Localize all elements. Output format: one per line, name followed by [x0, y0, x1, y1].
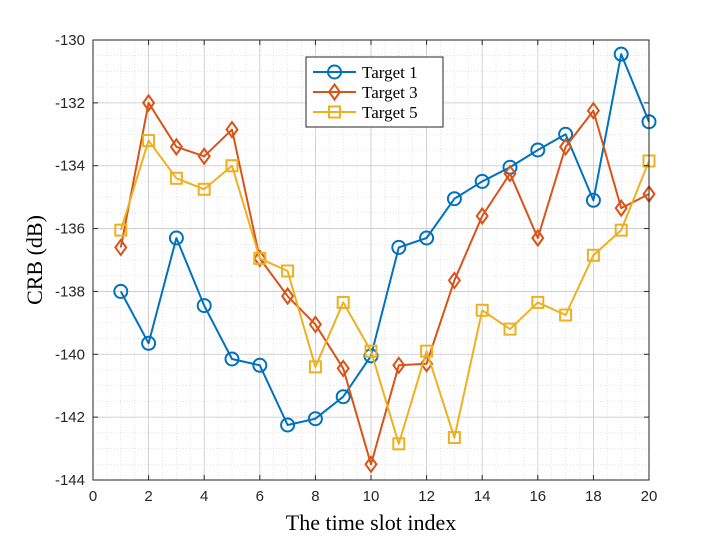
series-layer — [113, 46, 657, 474]
data-point-target-3 — [614, 198, 628, 218]
data-point-target-1 — [585, 192, 601, 208]
data-point-target-3 — [169, 137, 184, 157]
legend-marker-target-5 — [328, 105, 341, 119]
data-point-target-1 — [613, 46, 629, 62]
series-target-1 — [113, 46, 657, 433]
data-point-target-1 — [446, 191, 462, 207]
data-point-target-5 — [392, 437, 406, 451]
data-point-target-1 — [113, 283, 129, 299]
data-point-target-3 — [308, 315, 323, 334]
series-target-5 — [114, 134, 656, 451]
data-point-target-5 — [142, 134, 156, 148]
x-tick-label: 16 — [529, 488, 546, 505]
x-tick-label: 12 — [418, 488, 435, 505]
x-tick-label: 18 — [585, 488, 602, 505]
y-tick-label: -144 — [55, 472, 85, 489]
data-point-target-3 — [197, 147, 211, 166]
data-point-target-3 — [503, 164, 517, 183]
x-tick-label: 14 — [474, 488, 491, 505]
data-point-target-3 — [392, 356, 406, 375]
x-tick-label: 6 — [256, 488, 264, 505]
ticks-layer: 0 2 4 6 8 10 12 14 16 18 20 -144 -142 -140 -138 -136 -13… — [55, 32, 657, 505]
y-axis-label: CRB (dB) — [22, 215, 47, 305]
data-point-target-3 — [586, 101, 601, 120]
data-point-target-3 — [558, 137, 573, 157]
data-point-target-1 — [391, 239, 407, 255]
data-point-target-3 — [336, 359, 350, 378]
data-point-target-3 — [253, 249, 267, 268]
data-point-target-5 — [364, 344, 378, 358]
x-tick-label: 2 — [144, 488, 152, 505]
y-tick-label: -130 — [55, 32, 85, 49]
y-tick-label: -142 — [55, 409, 85, 426]
data-point-target-1 — [252, 357, 268, 373]
data-point-target-5 — [559, 308, 573, 322]
data-point-target-3 — [280, 286, 295, 306]
data-point-target-5 — [420, 344, 434, 358]
data-point-target-1 — [307, 411, 323, 427]
y-tick-label: -136 — [55, 221, 85, 238]
legend-marker-target-1 — [327, 64, 342, 80]
data-point-target-5 — [308, 360, 322, 374]
data-point-target-3 — [475, 206, 489, 226]
y-tick-label: -134 — [55, 158, 85, 175]
y-tick-label: -140 — [55, 346, 85, 363]
series-line-target-1 — [119, 53, 650, 426]
data-point-target-1 — [280, 417, 296, 433]
data-point-target-1 — [474, 173, 490, 189]
data-point-target-5 — [197, 182, 211, 196]
series-line-target-3 — [119, 101, 650, 466]
data-point-target-5 — [336, 295, 350, 309]
data-point-target-5 — [503, 322, 517, 336]
x-axis-label: The time slot index — [286, 510, 456, 535]
data-point-target-3 — [225, 120, 239, 139]
legend-entry-target-3: Target 3 — [313, 82, 418, 102]
data-point-target-3 — [447, 271, 462, 290]
data-point-target-3 — [114, 238, 128, 257]
data-point-target-3 — [364, 455, 378, 474]
data-point-target-5 — [614, 223, 628, 237]
data-point-target-1 — [168, 230, 184, 246]
x-tick-label: 4 — [200, 488, 208, 505]
legend-entry-target-5: Target 5 — [313, 103, 418, 122]
y-tick-label: -132 — [55, 95, 85, 112]
x-tick-label: 0 — [89, 488, 97, 505]
x-tick-label: 8 — [311, 488, 319, 505]
legend-marker-target-3 — [327, 82, 342, 102]
y-tick-label: -138 — [55, 283, 85, 300]
data-point-target-1 — [419, 230, 435, 246]
data-point-target-5 — [253, 251, 267, 265]
data-point-target-1 — [335, 389, 351, 405]
data-point-target-5 — [586, 248, 600, 262]
data-point-target-3 — [531, 228, 545, 248]
data-point-target-5 — [281, 264, 295, 278]
data-point-target-3 — [141, 93, 156, 113]
data-point-target-5 — [169, 171, 183, 185]
legend-entry-target-1: Target 1 — [313, 63, 418, 82]
data-point-target-1 — [530, 142, 546, 158]
data-point-target-5 — [114, 223, 128, 237]
x-tick-label: 10 — [363, 488, 380, 505]
data-point-target-5 — [225, 159, 239, 173]
data-point-target-1 — [224, 351, 240, 367]
legend-label-target-3: Target 3 — [362, 83, 418, 102]
data-point-target-5 — [475, 303, 489, 317]
legend-label-target-5: Target 5 — [362, 103, 418, 122]
data-point-target-1 — [141, 335, 157, 351]
legend-label-target-1: Target 1 — [362, 63, 418, 82]
x-tick-label: 20 — [641, 488, 658, 505]
data-point-target-1 — [196, 298, 212, 314]
data-point-target-5 — [531, 295, 545, 309]
data-point-target-5 — [447, 431, 461, 445]
